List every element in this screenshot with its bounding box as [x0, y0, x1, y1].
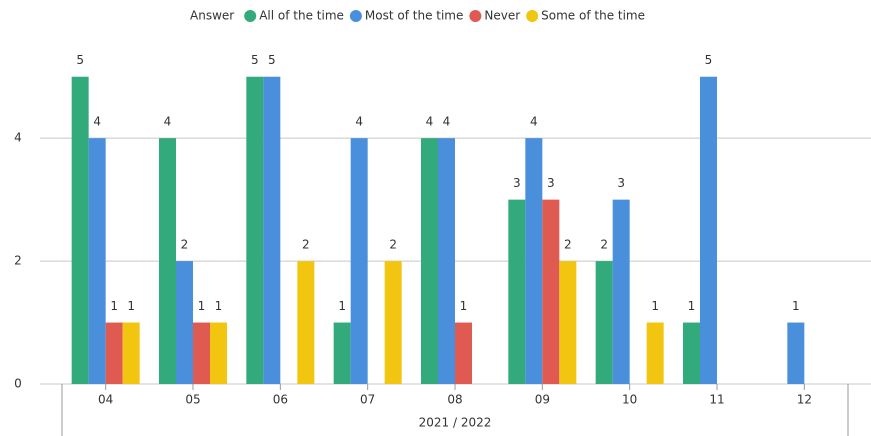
bar [246, 76, 264, 385]
data-label: 1 [215, 299, 223, 313]
bar [88, 138, 106, 384]
bar [350, 138, 368, 384]
data-label: 5 [705, 53, 713, 67]
data-label: 1 [651, 299, 659, 313]
y-tick-label: 2 [14, 254, 22, 268]
legend-marker [244, 10, 257, 22]
bar [176, 261, 193, 384]
bar [525, 138, 543, 384]
data-label: 1 [688, 299, 696, 313]
data-label: 2 [181, 238, 189, 252]
data-label: 1 [792, 299, 800, 313]
data-label: 1 [198, 299, 206, 313]
bar [193, 322, 210, 384]
bar [421, 138, 438, 384]
legend-label: Some of the time [541, 9, 645, 23]
data-label: 1 [127, 299, 135, 313]
data-label: 1 [338, 299, 346, 313]
x-tick-label: 04 [98, 393, 113, 407]
bar [122, 322, 140, 384]
x-tick-label: 07 [360, 393, 375, 407]
y-tick-label: 0 [14, 377, 22, 391]
legend-title: Answer [190, 9, 234, 23]
bar [438, 138, 455, 384]
bar [542, 199, 560, 384]
legend-marker [469, 10, 482, 22]
x-tick-label: 11 [709, 393, 724, 407]
bar [105, 322, 123, 384]
data-label: 5 [76, 53, 84, 67]
legend-marker [349, 10, 362, 22]
bar [683, 322, 700, 384]
data-label: 2 [600, 238, 608, 252]
bar [700, 76, 717, 385]
data-label: 5 [268, 53, 276, 67]
bar [787, 322, 805, 384]
bar [508, 199, 526, 384]
data-label: 4 [530, 115, 538, 129]
legend-label: Never [484, 9, 520, 23]
data-label: 4 [443, 115, 451, 129]
x-tick-label: 05 [185, 393, 200, 407]
bar [71, 76, 89, 385]
data-label: 3 [547, 176, 555, 190]
x-tick-label: 08 [447, 393, 462, 407]
data-label: 4 [426, 115, 434, 129]
bar [263, 76, 281, 385]
bar [646, 322, 664, 384]
bar [297, 261, 315, 384]
data-label: 2 [389, 238, 397, 252]
data-label: 2 [564, 238, 572, 252]
data-label: 3 [617, 176, 625, 190]
data-label: 3 [513, 176, 521, 190]
legend-label: Most of the time [365, 9, 463, 23]
bar [559, 261, 577, 384]
data-label: 1 [460, 299, 468, 313]
x-tick-label: 12 [797, 393, 812, 407]
x-tick-label: 06 [273, 393, 288, 407]
data-label: 2 [302, 238, 310, 252]
bar [333, 322, 351, 384]
data-label: 4 [164, 115, 172, 129]
bar [612, 199, 630, 384]
y-tick-label: 4 [14, 131, 22, 145]
bar [384, 261, 402, 384]
data-label: 4 [355, 115, 363, 129]
legend-label: All of the time [259, 9, 344, 23]
x-axis-label: 2021 / 2022 [419, 416, 492, 430]
bar [455, 322, 472, 384]
x-tick-label: 09 [535, 393, 550, 407]
data-label: 5 [251, 53, 259, 67]
x-tick-label: 10 [622, 393, 637, 407]
legend-marker [526, 10, 539, 22]
bar [595, 261, 613, 384]
data-label: 1 [110, 299, 118, 313]
data-label: 4 [93, 115, 101, 129]
bar [159, 138, 176, 384]
bar [210, 322, 227, 384]
